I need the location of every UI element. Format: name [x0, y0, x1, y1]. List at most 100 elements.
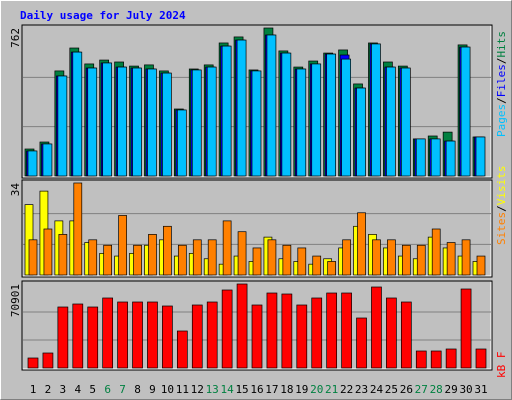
x-tick-label: 16 — [250, 383, 263, 396]
bar — [163, 225, 172, 276]
x-tick-label: 15 — [235, 383, 248, 396]
x-tick-label: 11 — [176, 383, 189, 396]
bar — [73, 182, 83, 276]
x-tick-label: 10 — [161, 383, 174, 396]
bar — [191, 304, 203, 369]
bar — [57, 306, 69, 369]
bar — [387, 239, 396, 276]
panel-bevel — [23, 181, 492, 277]
bar — [312, 255, 322, 276]
bar — [475, 136, 486, 177]
bar — [132, 301, 143, 369]
x-tick-label: 14 — [221, 383, 235, 396]
bar — [460, 46, 471, 177]
bar — [236, 39, 247, 177]
legend-entry: Sites — [495, 212, 508, 245]
bar — [252, 247, 262, 276]
bar — [431, 228, 441, 276]
bar — [400, 67, 411, 177]
bar — [103, 244, 113, 276]
x-tick-label: 2 — [45, 383, 52, 396]
bar — [475, 348, 487, 369]
bar — [386, 66, 396, 177]
bar — [251, 304, 263, 369]
bar — [297, 247, 307, 276]
x-tick-label: 23 — [355, 383, 368, 396]
x-tick-label: 7 — [119, 383, 126, 396]
bar — [267, 239, 277, 276]
x-tick-label: 1 — [30, 383, 37, 396]
legend-separator: / — [495, 97, 508, 104]
bar — [266, 34, 277, 177]
bar — [341, 292, 352, 369]
bar — [43, 228, 53, 276]
bar — [430, 350, 442, 369]
x-tick-label: 12 — [191, 383, 204, 396]
bar — [206, 66, 217, 177]
bar — [162, 72, 172, 177]
chart-title: Daily usage for July 2024 — [20, 9, 186, 22]
bar — [58, 234, 68, 276]
bar — [446, 242, 456, 276]
bar — [117, 66, 127, 177]
bar — [221, 289, 233, 369]
bar — [326, 292, 338, 369]
x-tick-label: 4 — [74, 383, 81, 396]
bar — [132, 67, 142, 177]
bar — [372, 239, 381, 276]
x-tick-label: 30 — [459, 383, 472, 396]
bar — [148, 234, 157, 276]
bar — [147, 68, 157, 177]
legend-separator: / — [495, 205, 508, 212]
bar — [296, 68, 307, 177]
bar — [311, 297, 323, 369]
bar — [371, 43, 381, 177]
x-tick-label: 3 — [60, 383, 67, 396]
x-tick-label: 5 — [89, 383, 96, 396]
x-tick-label: 29 — [445, 383, 458, 396]
panel-bevel — [23, 26, 492, 178]
bar — [416, 244, 426, 276]
bar — [42, 143, 53, 177]
x-tick-label: 25 — [385, 383, 398, 396]
bar — [445, 348, 457, 369]
x-tick-label: 6 — [104, 383, 111, 396]
bar — [117, 301, 128, 369]
bar — [356, 87, 366, 177]
bar — [415, 138, 426, 177]
bar — [386, 297, 397, 369]
bar — [461, 239, 471, 276]
bar — [147, 301, 158, 369]
bar — [102, 297, 114, 369]
bar — [371, 286, 382, 369]
bar — [102, 62, 113, 177]
bar — [162, 305, 173, 369]
bar — [281, 293, 293, 369]
bar — [401, 244, 411, 276]
y-tick-label: 70901 — [9, 284, 22, 317]
bar — [72, 303, 84, 369]
bar — [460, 288, 472, 369]
x-tick-label: 26 — [400, 383, 413, 396]
legend-entry: Pages — [495, 104, 508, 137]
bar — [476, 255, 486, 276]
bar — [133, 244, 142, 276]
bar — [42, 352, 54, 369]
bar — [445, 140, 456, 177]
bar — [177, 244, 187, 276]
x-tick-label: 9 — [149, 383, 156, 396]
x-tick-label: 31 — [474, 383, 487, 396]
bar — [27, 357, 39, 369]
x-tick-label: 22 — [340, 383, 353, 396]
bar — [57, 75, 68, 177]
bar — [415, 350, 427, 369]
legend-entry: Files — [495, 64, 508, 97]
bar — [221, 45, 232, 177]
panel-bevel — [23, 282, 492, 370]
bar — [282, 244, 292, 276]
x-tick-label: 20 — [310, 383, 323, 396]
bar — [176, 109, 187, 177]
bar — [191, 69, 202, 177]
